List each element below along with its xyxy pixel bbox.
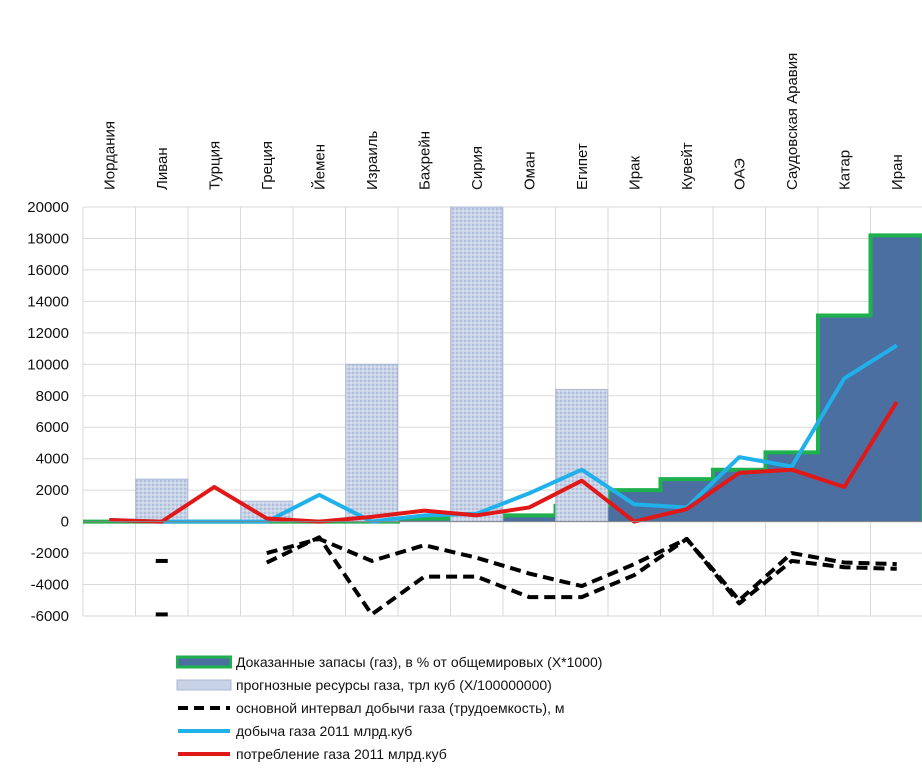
forecast-resources-bars	[135, 206, 609, 523]
chart: 2000018000160001400012000100008000600040…	[27, 53, 922, 625]
y-tick-label: 4000	[36, 451, 69, 468]
y-tick-label: 10000	[27, 356, 69, 373]
resources-bar	[555, 388, 609, 523]
y-tick-label: 18000	[27, 230, 69, 247]
category-label: Йемен	[310, 144, 328, 190]
reserves-bar	[870, 235, 922, 522]
category-label: Катар	[836, 150, 853, 190]
resources-bar	[135, 478, 189, 523]
reserves-bar	[713, 469, 766, 522]
category-label: Сирия	[469, 146, 486, 190]
legend-swatch-forecast-resources	[176, 679, 232, 691]
legend-swatch-production-2011	[178, 729, 230, 733]
category-label: Оман	[521, 151, 538, 190]
y-tick-label: 16000	[27, 262, 69, 279]
production-interval-band	[155, 535, 897, 617]
legend-label-production-interval: основной интервал добычи газа (трудоемко…	[236, 700, 565, 716]
legend-label-production-2011: добыча газа 2011 млрд.куб	[236, 723, 413, 739]
proven-reserves-area	[83, 233, 922, 524]
category-label: Кувейт	[679, 142, 696, 190]
y-tick-label: 6000	[36, 419, 69, 436]
interval-line-upper	[266, 536, 897, 603]
interval-line-lower	[265, 535, 897, 617]
category-label: Ирак	[626, 156, 643, 190]
category-label: Иран	[889, 154, 906, 190]
y-tick-label: 12000	[27, 325, 69, 342]
legend-swatch-proven-reserves	[176, 655, 232, 669]
legend-label-forecast-resources: прогнозные ресурсы газа, трл куб (Х/1000…	[236, 677, 552, 693]
y-tick-label: 14000	[27, 293, 69, 310]
category-label: Израиль	[364, 131, 381, 190]
reserves-bar	[503, 515, 556, 522]
category-label: Греция	[259, 141, 276, 190]
resources-bar	[450, 206, 504, 523]
category-label: ОАЭ	[731, 158, 748, 190]
y-tick-label: -4000	[31, 577, 69, 594]
y-tick-label: -2000	[31, 545, 69, 562]
category-label: Бахрейн	[416, 131, 433, 190]
category-label: Египет	[574, 143, 591, 190]
category-label: Саудовская Аравия	[784, 53, 801, 190]
category-label: Ливан	[154, 147, 171, 190]
y-tick-label: 2000	[36, 482, 69, 499]
y-tick-label: 0	[61, 514, 69, 531]
y-tick-label: -6000	[31, 608, 69, 625]
resources-bar	[345, 363, 399, 523]
y-tick-label: 20000	[27, 199, 69, 216]
legend-swatch-consumption-2011	[178, 752, 230, 756]
reserves-bar	[818, 315, 871, 522]
legend-label-proven-reserves: Доказанные запасы (газ), в % от общемиро…	[236, 654, 603, 670]
category-label: Турция	[206, 141, 223, 190]
axis-labels: 2000018000160001400012000100008000600040…	[27, 53, 905, 625]
category-label: Иордания	[101, 121, 118, 190]
legend-swatch-production-interval	[178, 706, 230, 710]
legend-label-consumption-2011: потребление газа 2011 млрд.куб	[236, 746, 447, 762]
y-tick-label: 8000	[36, 388, 69, 405]
consumption-line	[109, 401, 899, 524]
